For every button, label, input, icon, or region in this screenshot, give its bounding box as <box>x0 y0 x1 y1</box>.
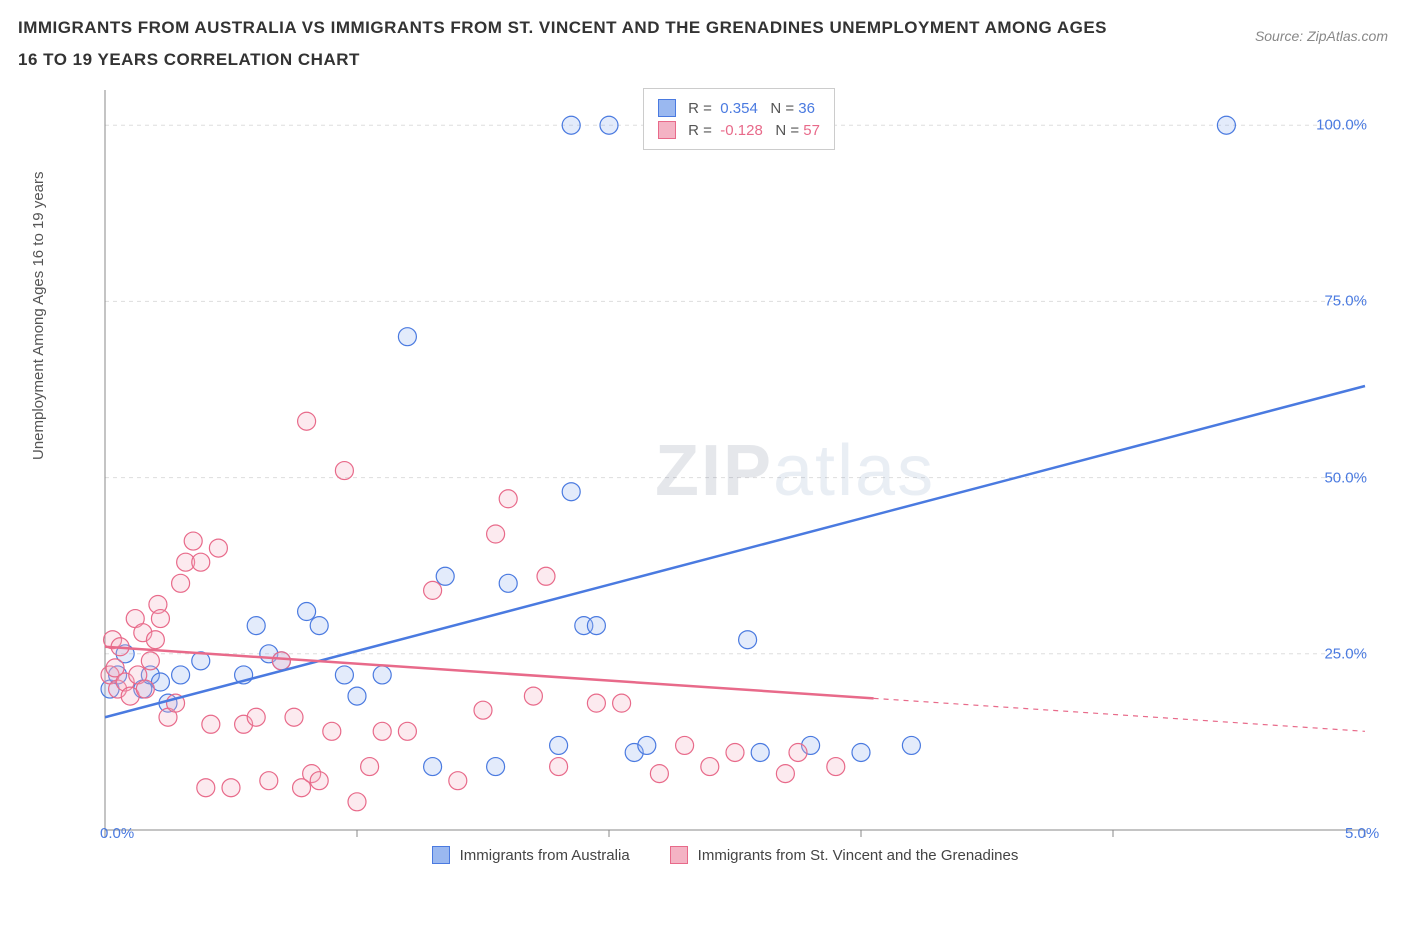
chart-title: IMMIGRANTS FROM AUSTRALIA VS IMMIGRANTS … <box>18 12 1118 77</box>
x-axis-max-label: 5.0% <box>1345 825 1379 842</box>
stats-legend-row: R = 0.354 N = 36 <box>658 97 820 119</box>
chart-area: ZIPatlas R = 0.354 N = 36 R = -0.128 N =… <box>75 80 1375 870</box>
swatch-icon <box>658 121 676 139</box>
stats-text: R = 0.354 N = 36 <box>684 100 815 117</box>
legend-label: Immigrants from Australia <box>460 847 630 864</box>
stats-legend-row: R = -0.128 N = 57 <box>658 119 820 141</box>
source-attribution: Source: ZipAtlas.com <box>1255 28 1388 44</box>
swatch-icon <box>670 846 688 864</box>
stats-text: R = -0.128 N = 57 <box>684 122 820 139</box>
scatter-chart <box>75 80 1375 870</box>
legend-item-australia: Immigrants from Australia <box>432 846 630 864</box>
x-axis-min-label: 0.0% <box>100 825 134 842</box>
legend-label: Immigrants from St. Vincent and the Gren… <box>698 847 1019 864</box>
swatch-icon <box>432 846 450 864</box>
y-tick-label: 25.0% <box>1324 645 1367 662</box>
swatch-icon <box>658 99 676 117</box>
y-axis-label: Unemployment Among Ages 16 to 19 years <box>30 171 47 460</box>
y-tick-label: 100.0% <box>1316 117 1367 134</box>
stats-legend: R = 0.354 N = 36 R = -0.128 N = 57 <box>643 88 835 150</box>
series-legend: Immigrants from Australia Immigrants fro… <box>75 846 1375 864</box>
legend-item-stvincent: Immigrants from St. Vincent and the Gren… <box>670 846 1019 864</box>
y-tick-label: 75.0% <box>1324 293 1367 310</box>
y-tick-label: 50.0% <box>1324 469 1367 486</box>
